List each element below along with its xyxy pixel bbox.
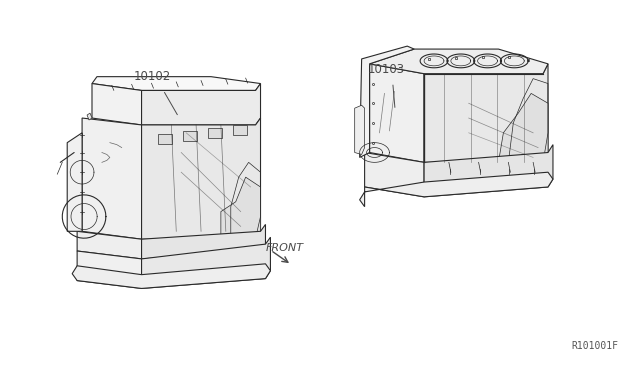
Polygon shape: [360, 46, 414, 157]
Polygon shape: [365, 153, 424, 197]
Polygon shape: [77, 251, 141, 288]
Polygon shape: [424, 145, 553, 197]
Bar: [183, 131, 197, 141]
Polygon shape: [141, 224, 266, 259]
Polygon shape: [424, 64, 548, 162]
Bar: [159, 134, 172, 144]
Polygon shape: [92, 84, 141, 125]
Polygon shape: [369, 49, 548, 74]
Polygon shape: [221, 177, 260, 239]
Polygon shape: [82, 118, 141, 239]
Polygon shape: [355, 105, 365, 154]
Polygon shape: [77, 231, 141, 259]
Polygon shape: [141, 84, 260, 125]
Polygon shape: [499, 93, 548, 162]
Text: 10102: 10102: [133, 70, 170, 83]
Polygon shape: [87, 113, 92, 120]
Text: 10103: 10103: [368, 63, 405, 76]
Bar: [208, 128, 222, 138]
Polygon shape: [92, 77, 260, 90]
Polygon shape: [360, 172, 553, 207]
Polygon shape: [72, 264, 271, 288]
Text: R101001F: R101001F: [571, 341, 618, 351]
Polygon shape: [369, 64, 424, 162]
Polygon shape: [67, 133, 82, 231]
Text: FRONT: FRONT: [266, 243, 304, 253]
Bar: [233, 125, 246, 135]
Polygon shape: [141, 237, 271, 288]
Polygon shape: [141, 118, 260, 239]
